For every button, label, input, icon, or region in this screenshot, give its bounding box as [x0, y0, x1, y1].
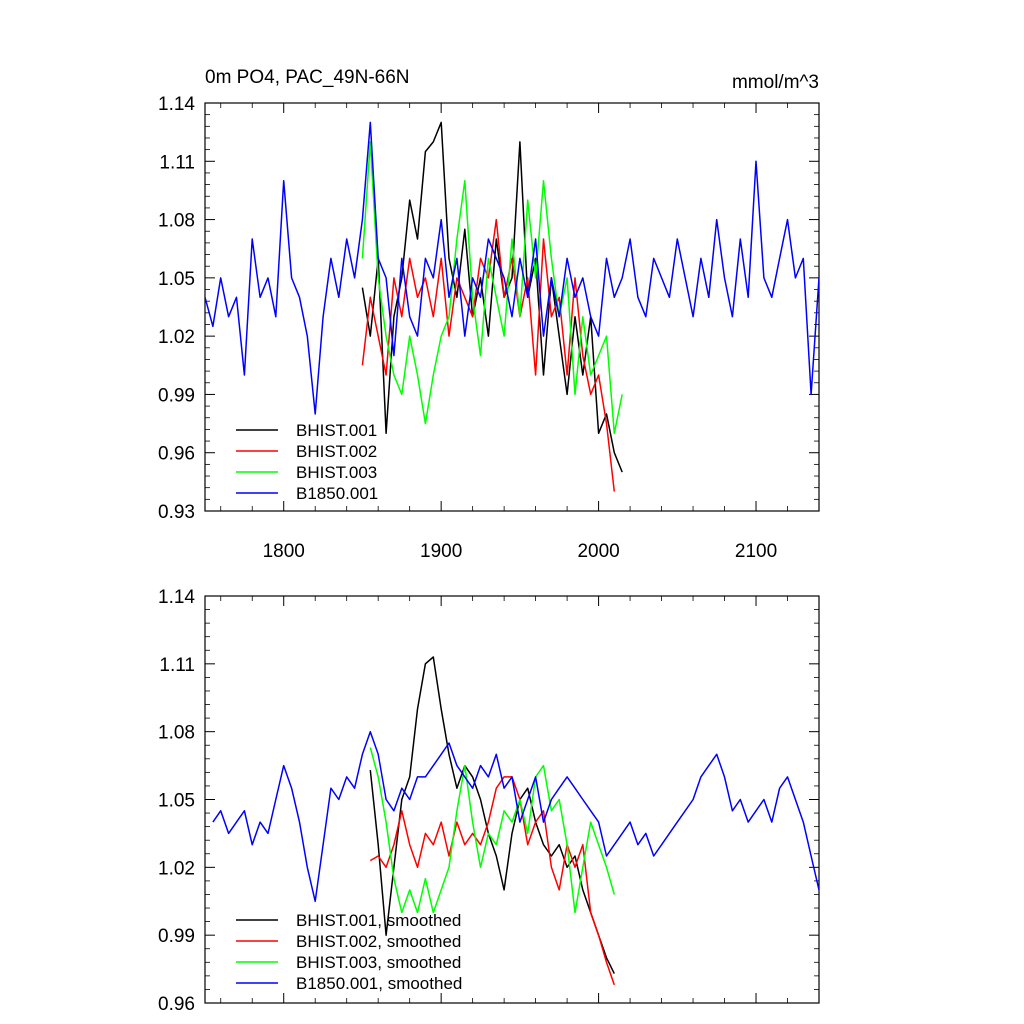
x-tick-label: 2000 [577, 541, 619, 562]
legend-label-bhist-002-smoothed: BHIST.002, smoothed [296, 932, 461, 951]
y-tick-label: 0.99 [158, 385, 195, 406]
series-line-b1850-001-smoothed [212, 730, 819, 903]
x-tick-label: 1900 [420, 541, 462, 562]
series-line-bhist-003-smoothed [369, 747, 616, 914]
y-tick-label: 1.02 [158, 858, 195, 879]
chart-title: 0m PO4, PAC_49N-66N [205, 67, 410, 88]
series-line-b1850-001 [205, 121, 819, 415]
chart-panel-bottom: 0.96 0.99 1.02 1.05 1.08 1.11 1.14 BHIST.001, s… [158, 587, 820, 1015]
plot-frame [204, 102, 820, 512]
chart-panel-top: 0.93 0.96 0.99 1.02 1.05 1.08 1.11 1.14 1800 1900… [158, 67, 820, 562]
y-tick-label: 1.14 [158, 94, 195, 115]
legend-label-b1850-001: B1850.001 [296, 484, 378, 503]
legend-label-bhist-003: BHIST.003 [296, 463, 377, 482]
legend-label-bhist-001: BHIST.001 [296, 421, 377, 440]
series-line-bhist-002 [361, 218, 616, 492]
y-tick-label: 1.05 [158, 791, 195, 812]
y-tick-label: 1.08 [158, 211, 195, 232]
y-tick-label: 1.05 [158, 269, 195, 290]
legend-label-bhist-003-smoothed: BHIST.003, smoothed [296, 953, 461, 972]
y-tick-label: 1.08 [158, 723, 195, 744]
series-line-bhist-002-smoothed [369, 776, 616, 986]
y-tick-label: 0.96 [158, 994, 195, 1015]
series-line-bhist-003 [361, 141, 623, 435]
x-tick-label: 2100 [735, 541, 777, 562]
series-line-bhist-001-smoothed [369, 656, 615, 974]
legend-label-b1850-001-smoothed: B1850.001, smoothed [296, 974, 462, 993]
x-tick-label: 1800 [263, 541, 305, 562]
y-tick-label: 0.99 [158, 926, 195, 947]
y-tick-label: 0.96 [158, 444, 195, 465]
y-tick-label: 0.93 [158, 502, 195, 523]
y-tick-label: 1.14 [158, 587, 195, 608]
y-tick-label: 1.11 [159, 655, 195, 676]
series-line-bhist-001 [361, 121, 623, 473]
units-label: mmol/m^3 [732, 72, 819, 93]
legend-label-bhist-002: BHIST.002 [296, 442, 377, 461]
legend-label-bhist-001-smoothed: BHIST.001, smoothed [296, 911, 461, 930]
y-tick-label: 1.11 [159, 152, 195, 173]
y-tick-label: 1.02 [158, 327, 195, 348]
